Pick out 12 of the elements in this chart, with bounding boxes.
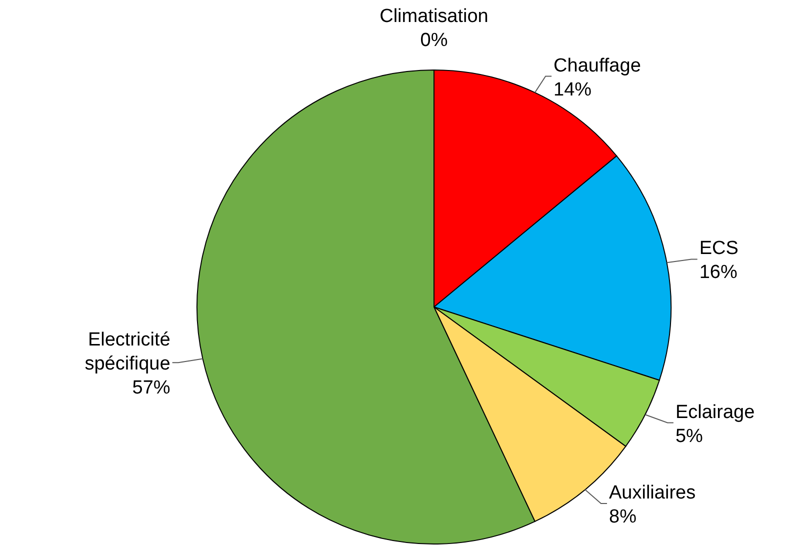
data-label: 5%	[675, 426, 704, 447]
slice-label: Chauffage	[554, 55, 641, 76]
slice-label: ECS	[699, 238, 738, 260]
data-label: 16%	[699, 262, 738, 284]
category-label: Climatisation	[380, 6, 488, 27]
slice-label: Auxiliaires	[609, 482, 696, 504]
data-label: 57%	[132, 378, 170, 399]
data-label: 14%	[554, 79, 592, 100]
text: 0%	[420, 30, 448, 51]
slice-label: Electricité spécifique	[84, 330, 170, 375]
data-label: 8%	[609, 506, 637, 528]
slice-label: Eclairage	[675, 402, 755, 423]
